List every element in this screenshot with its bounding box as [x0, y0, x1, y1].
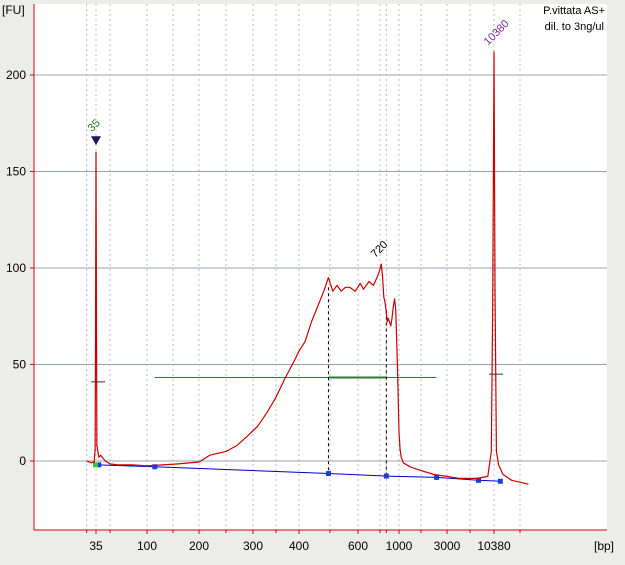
lower-marker-triangle [91, 136, 101, 146]
trace-line [86, 51, 529, 485]
y-tick-label: 0 [19, 454, 26, 468]
x-tick-label: 100 [137, 539, 157, 553]
trace-series [86, 51, 529, 485]
x-tick-label: 200 [189, 539, 209, 553]
x-tick-label: 1000 [386, 539, 413, 553]
x-tick-label: 400 [289, 539, 309, 553]
x-tick-labels: 35 100 200 300 400 600 1000 3000 10380 [86, 530, 521, 553]
y-axis-unit: [FU] [2, 3, 25, 17]
baseline-point [152, 464, 158, 470]
plot-area [34, 4, 607, 530]
baseline-point [476, 477, 482, 483]
baseline-point [383, 473, 389, 479]
y-tick-label: 200 [6, 68, 26, 82]
sample-name: P.vittata AS+ [543, 5, 605, 17]
x-tick-label: 300 [243, 539, 263, 553]
x-axis-unit: [bp] [594, 539, 614, 553]
y-tick-label: 100 [6, 261, 26, 275]
grid-lines [34, 4, 607, 530]
baseline [93, 462, 503, 484]
sample-note: dil. to 3ng/ul [545, 21, 604, 33]
x-tick-label: 600 [348, 539, 368, 553]
y-tick-labels: 0 50 100 150 200 [6, 68, 34, 468]
smear-annotations [154, 287, 437, 477]
x-tick-label: 35 [89, 539, 103, 553]
x-tick-label: 10380 [477, 539, 511, 553]
baseline-point [497, 478, 503, 484]
baseline-start-point [93, 462, 99, 468]
baseline-point [434, 474, 440, 480]
axes [33, 4, 607, 531]
y-tick-label: 50 [13, 358, 27, 372]
x-tick-label: 3000 [434, 539, 461, 553]
baseline-point [325, 471, 331, 477]
baseline-line [95, 464, 501, 482]
baseline-point [96, 462, 102, 468]
y-tick-label: 150 [6, 165, 26, 179]
